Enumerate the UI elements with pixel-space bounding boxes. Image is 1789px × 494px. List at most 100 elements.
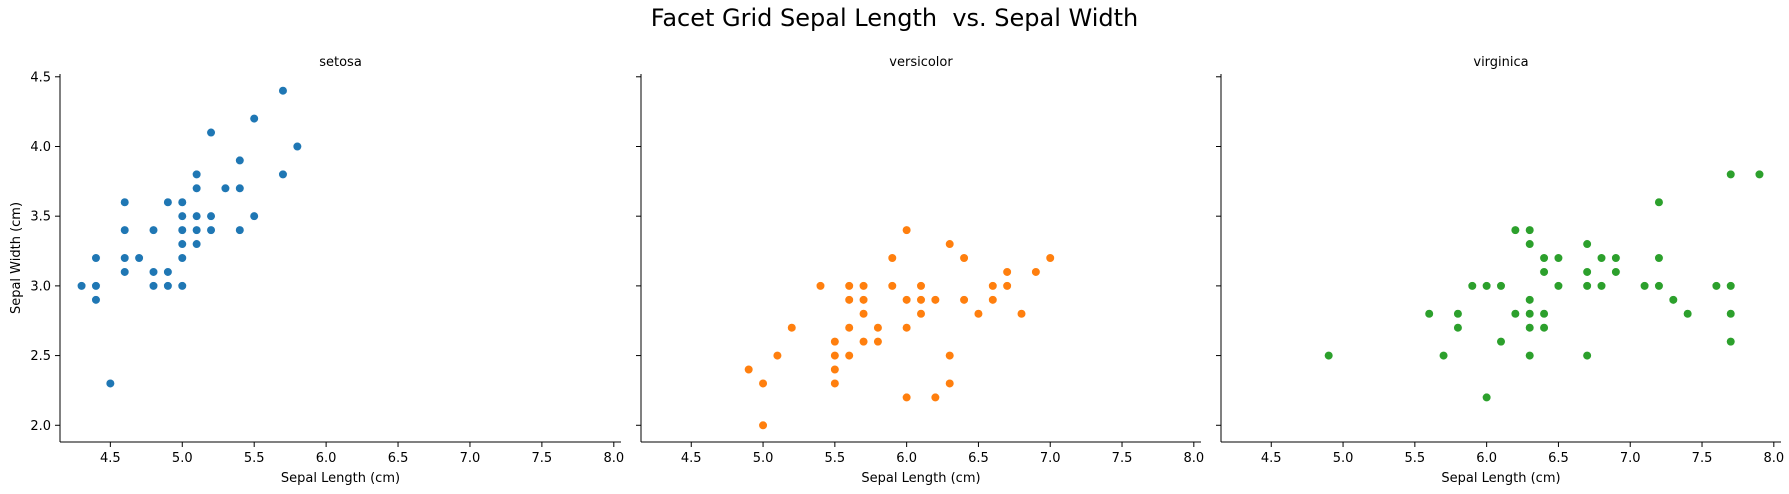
- setosa-point: [220, 183, 231, 193]
- versicolor-x-tick-label: 4.5: [681, 451, 702, 466]
- virginica-point: [1754, 169, 1765, 179]
- versicolor-x-tick-label: 7.0: [1040, 451, 1061, 466]
- virginica-point: [1683, 309, 1693, 319]
- versicolor-point: [787, 323, 797, 333]
- setosa-point: [177, 225, 187, 235]
- y-tick-label: 3.5: [30, 210, 51, 225]
- setosa-x-tick-label: 8.0: [603, 451, 624, 466]
- virginica-point: [1496, 281, 1506, 291]
- virginica-point: [1654, 281, 1664, 291]
- setosa-point: [235, 225, 245, 235]
- versicolor-point: [945, 378, 955, 389]
- versicolor-point: [830, 337, 840, 347]
- setosa-point: [177, 197, 187, 207]
- versicolor-point: [1002, 281, 1012, 291]
- versicolor-point: [830, 364, 840, 375]
- versicolor-point: [902, 323, 912, 333]
- setosa-x-tick-label: 4.5: [100, 451, 121, 466]
- virginica-point: [1596, 253, 1607, 263]
- virginica-point: [1453, 309, 1463, 319]
- virginica-panel-title: virginica: [1473, 55, 1528, 70]
- y-tick-label: 2.5: [30, 349, 51, 364]
- versicolor-point: [844, 350, 854, 361]
- virginica-point: [1726, 169, 1736, 179]
- versicolor-point: [1016, 309, 1027, 319]
- virginica-point: [1539, 323, 1549, 333]
- virginica-point: [1510, 309, 1520, 319]
- versicolor-point: [873, 337, 883, 347]
- versicolor-point: [1045, 253, 1055, 263]
- versicolor-point: [744, 364, 754, 375]
- versicolor-point: [945, 350, 955, 361]
- versicolor-point: [758, 378, 768, 389]
- virginica-point: [1611, 267, 1621, 277]
- virginica-x-axis-label: Sepal Length (cm): [1441, 471, 1560, 486]
- setosa-x-tick-label: 7.0: [460, 451, 481, 466]
- virginica-x-tick-label: 5.0: [1333, 451, 1354, 466]
- setosa-point: [192, 239, 202, 249]
- virginica-point: [1525, 350, 1535, 361]
- setosa-point: [163, 267, 173, 277]
- virginica-point: [1726, 281, 1736, 291]
- versicolor-x-axis-label: Sepal Length (cm): [861, 471, 980, 486]
- virginica-point: [1582, 267, 1592, 277]
- versicolor-point: [959, 295, 969, 305]
- virginica-point: [1553, 281, 1564, 291]
- versicolor-point: [858, 295, 869, 305]
- virginica-point: [1582, 239, 1592, 249]
- virginica-point: [1525, 239, 1535, 249]
- versicolor-point: [930, 295, 940, 305]
- setosa-point: [192, 225, 202, 235]
- versicolor-point: [973, 309, 984, 319]
- virginica-point: [1482, 392, 1492, 402]
- virginica-point: [1510, 225, 1520, 235]
- setosa-point: [177, 281, 187, 291]
- virginica-point: [1482, 281, 1492, 291]
- versicolor-point: [830, 350, 840, 361]
- setosa-point: [163, 281, 173, 291]
- versicolor-point: [815, 281, 826, 291]
- setosa-point: [105, 378, 115, 389]
- versicolor-point: [930, 392, 940, 402]
- setosa-point: [91, 295, 101, 305]
- virginica-point: [1496, 337, 1506, 347]
- versicolor-point: [758, 420, 768, 430]
- setosa-point: [76, 281, 87, 291]
- virginica-point: [1467, 281, 1477, 291]
- setosa-point: [206, 127, 216, 138]
- setosa-point: [148, 267, 159, 277]
- versicolor-point: [902, 295, 912, 305]
- virginica-point: [1668, 295, 1678, 305]
- virginica-point: [1438, 350, 1449, 361]
- virginica-point: [1582, 350, 1592, 361]
- setosa-point: [249, 211, 259, 221]
- virginica-point: [1424, 309, 1434, 319]
- setosa-point: [134, 253, 144, 263]
- virginica-x-tick-label: 7.5: [1692, 451, 1713, 466]
- setosa-x-tick-label: 6.5: [388, 451, 409, 466]
- setosa-point: [192, 169, 202, 179]
- versicolor-point: [830, 378, 840, 389]
- versicolor-point: [988, 295, 998, 305]
- virginica-x-tick-label: 5.5: [1405, 451, 1426, 466]
- setosa-point: [91, 253, 101, 263]
- versicolor-point: [916, 309, 926, 319]
- versicolor-point: [887, 281, 897, 291]
- virginica-point: [1525, 225, 1535, 235]
- setosa-point: [249, 114, 259, 124]
- versicolor-point: [959, 253, 969, 263]
- versicolor-point: [772, 350, 783, 361]
- versicolor-point: [858, 309, 869, 319]
- setosa-x-axis-label: Sepal Length (cm): [281, 471, 400, 486]
- versicolor-point: [844, 323, 854, 333]
- setosa-point: [148, 225, 159, 235]
- setosa-point: [177, 253, 187, 263]
- setosa-point: [120, 253, 130, 263]
- y-tick-label: 4.5: [30, 70, 51, 85]
- versicolor-x-tick-label: 5.0: [753, 451, 774, 466]
- virginica-point: [1553, 253, 1564, 263]
- setosa-point: [206, 225, 216, 235]
- virginica-point: [1525, 309, 1535, 319]
